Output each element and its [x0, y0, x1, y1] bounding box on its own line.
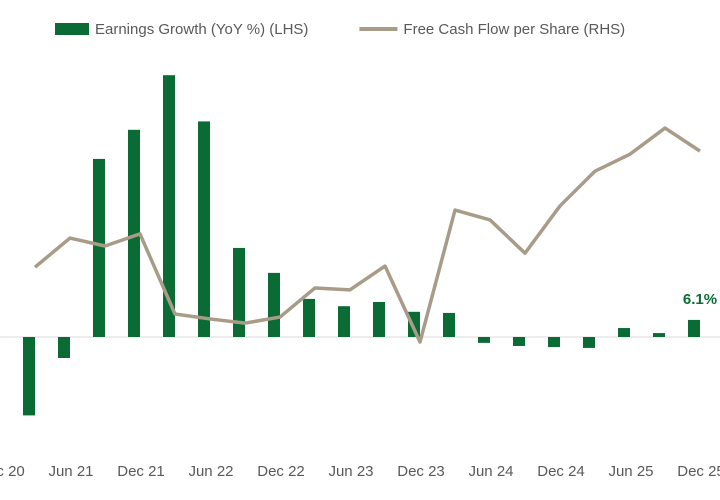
bar	[128, 129, 140, 337]
bar	[23, 337, 35, 416]
x-tick-label: Dec 20	[0, 463, 25, 480]
x-tick-label: Dec 25	[677, 463, 720, 480]
x-tick-label: Jun 25	[608, 463, 653, 480]
bar	[58, 337, 70, 358]
x-tick-label: Dec 23	[397, 463, 445, 480]
x-tick-label: Jun 24	[468, 463, 513, 480]
bar	[373, 302, 385, 337]
legend-label: Earnings Growth (YoY %) (LHS)	[95, 21, 308, 38]
bar	[303, 298, 315, 337]
bar	[268, 272, 280, 337]
bar	[583, 337, 595, 348]
x-tick-label: Jun 23	[328, 463, 373, 480]
line	[33, 126, 701, 344]
x-tick-label: Jun 21	[48, 463, 93, 480]
x-tick-label: Jun 22	[188, 463, 233, 480]
legend-swatch	[55, 23, 89, 35]
x-tick-label: Dec 24	[537, 463, 585, 480]
bar	[163, 75, 175, 337]
bar	[478, 337, 490, 343]
x-tick-label: Dec 22	[257, 463, 305, 480]
bar	[653, 333, 665, 337]
bar	[338, 306, 350, 337]
bar	[548, 337, 560, 348]
data-label: 6.1%	[683, 291, 717, 308]
bar	[408, 311, 420, 337]
bar	[233, 247, 245, 337]
bar	[513, 337, 525, 346]
bar	[93, 158, 105, 337]
bar	[618, 328, 630, 337]
bar	[688, 319, 700, 337]
x-tick-label: Dec 21	[117, 463, 165, 480]
legend-label: Free Cash Flow per Share (RHS)	[403, 21, 625, 38]
bar	[198, 121, 210, 338]
bar	[443, 312, 455, 337]
